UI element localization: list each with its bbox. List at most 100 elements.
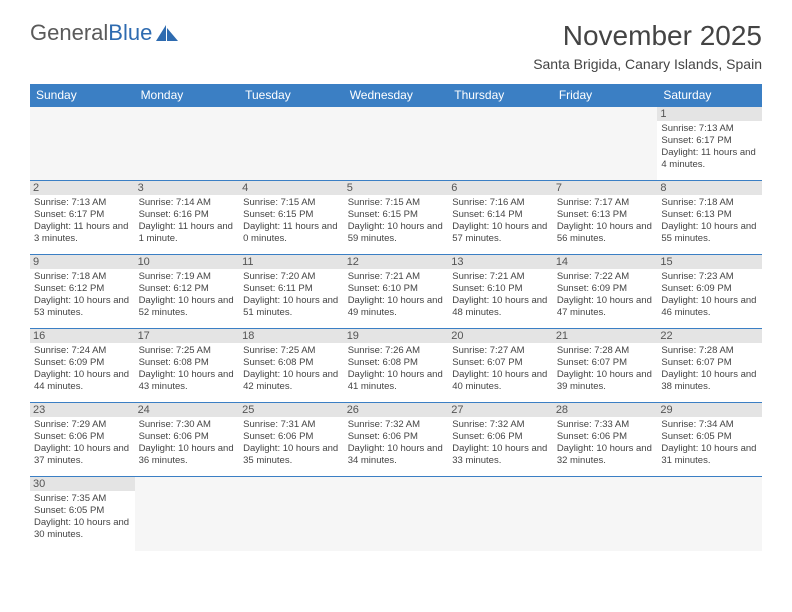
- calendar-row: 30 Sunrise: 7:35 AMSunset: 6:05 PMDayligh…: [30, 477, 762, 551]
- day-details: Sunrise: 7:29 AMSunset: 6:06 PMDaylight:…: [34, 419, 131, 467]
- day-details: Sunrise: 7:32 AMSunset: 6:06 PMDaylight:…: [452, 419, 549, 467]
- day-number: 13: [448, 255, 553, 269]
- calendar-row: 23 Sunrise: 7:29 AMSunset: 6:06 PMDayligh…: [30, 403, 762, 477]
- weekday-header: Thursday: [448, 84, 553, 107]
- day-number: 27: [448, 403, 553, 417]
- day-number: 22: [657, 329, 762, 343]
- calendar-cell: 7Sunrise: 7:17 AMSunset: 6:13 PMDaylight…: [553, 181, 658, 255]
- day-details: Sunrise: 7:22 AMSunset: 6:09 PMDaylight:…: [557, 271, 654, 319]
- day-number: 9: [30, 255, 135, 269]
- day-details: Sunrise: 7:18 AMSunset: 6:13 PMDaylight:…: [661, 197, 758, 245]
- day-number: 23: [30, 403, 135, 417]
- calendar-cell: 3 Sunrise: 7:14 AMSunset: 6:16 PMDaylight…: [135, 181, 240, 255]
- sail-icon: [154, 23, 180, 43]
- day-number: 5: [344, 181, 449, 195]
- calendar-cell: 14 Sunrise: 7:22 AMSunset: 6:09 PMDayligh…: [553, 255, 658, 329]
- calendar-row: 1 Sunrise: 7:13 AMSunset: 6:17 PMDaylight…: [30, 107, 762, 181]
- calendar-row: 2Sunrise: 7:13 AMSunset: 6:17 PMDaylight…: [30, 181, 762, 255]
- weekday-header: Saturday: [657, 84, 762, 107]
- calendar-cell: 2Sunrise: 7:13 AMSunset: 6:17 PMDaylight…: [30, 181, 135, 255]
- day-details: Sunrise: 7:21 AMSunset: 6:10 PMDaylight:…: [452, 271, 549, 319]
- calendar-row: 9Sunrise: 7:18 AMSunset: 6:12 PMDaylight…: [30, 255, 762, 329]
- logo-text-general: General: [30, 20, 108, 46]
- calendar-cell: 19Sunrise: 7:26 AMSunset: 6:08 PMDayligh…: [344, 329, 449, 403]
- day-details: Sunrise: 7:31 AMSunset: 6:06 PMDaylight:…: [243, 419, 340, 467]
- weekday-header: Tuesday: [239, 84, 344, 107]
- calendar-cell: 28 Sunrise: 7:33 AMSunset: 6:06 PMDayligh…: [553, 403, 658, 477]
- day-details: Sunrise: 7:27 AMSunset: 6:07 PMDaylight:…: [452, 345, 549, 393]
- calendar-cell: 12Sunrise: 7:21 AMSunset: 6:10 PMDayligh…: [344, 255, 449, 329]
- calendar-row: 16 Sunrise: 7:24 AMSunset: 6:09 PMDayligh…: [30, 329, 762, 403]
- calendar-cell: 8 Sunrise: 7:18 AMSunset: 6:13 PMDaylight…: [657, 181, 762, 255]
- logo: GeneralBlue: [30, 20, 180, 46]
- weekday-header: Monday: [135, 84, 240, 107]
- day-number: 14: [553, 255, 658, 269]
- calendar-cell: 20Sunrise: 7:27 AMSunset: 6:07 PMDayligh…: [448, 329, 553, 403]
- month-title: November 2025: [533, 20, 762, 52]
- header: GeneralBlue November 2025 Santa Brigida,…: [30, 20, 762, 72]
- day-details: Sunrise: 7:30 AMSunset: 6:06 PMDaylight:…: [139, 419, 236, 467]
- day-details: Sunrise: 7:33 AMSunset: 6:06 PMDaylight:…: [557, 419, 654, 467]
- day-details: Sunrise: 7:32 AMSunset: 6:06 PMDaylight:…: [348, 419, 445, 467]
- day-number: 8: [657, 181, 762, 195]
- calendar-cell: [448, 107, 553, 181]
- day-details: Sunrise: 7:15 AMSunset: 6:15 PMDaylight:…: [348, 197, 445, 245]
- day-details: Sunrise: 7:17 AMSunset: 6:13 PMDaylight:…: [557, 197, 654, 245]
- calendar-cell: [344, 107, 449, 181]
- day-details: Sunrise: 7:21 AMSunset: 6:10 PMDaylight:…: [348, 271, 445, 319]
- day-number: 26: [344, 403, 449, 417]
- day-number: 11: [239, 255, 344, 269]
- day-number: 28: [553, 403, 658, 417]
- day-details: Sunrise: 7:28 AMSunset: 6:07 PMDaylight:…: [557, 345, 654, 393]
- calendar-cell: [239, 107, 344, 181]
- calendar-cell: 25Sunrise: 7:31 AMSunset: 6:06 PMDayligh…: [239, 403, 344, 477]
- day-details: Sunrise: 7:25 AMSunset: 6:08 PMDaylight:…: [139, 345, 236, 393]
- day-number: 1: [657, 107, 762, 121]
- calendar-cell: 16 Sunrise: 7:24 AMSunset: 6:09 PMDayligh…: [30, 329, 135, 403]
- day-number: 29: [657, 403, 762, 417]
- day-number: 21: [553, 329, 658, 343]
- calendar-cell: 27 Sunrise: 7:32 AMSunset: 6:06 PMDayligh…: [448, 403, 553, 477]
- calendar-cell: 18Sunrise: 7:25 AMSunset: 6:08 PMDayligh…: [239, 329, 344, 403]
- day-details: Sunrise: 7:16 AMSunset: 6:14 PMDaylight:…: [452, 197, 549, 245]
- day-details: Sunrise: 7:28 AMSunset: 6:07 PMDaylight:…: [661, 345, 758, 393]
- title-block: November 2025 Santa Brigida, Canary Isla…: [533, 20, 762, 72]
- calendar-cell: [135, 107, 240, 181]
- day-details: Sunrise: 7:13 AMSunset: 6:17 PMDaylight:…: [661, 123, 758, 171]
- calendar-cell: [553, 107, 658, 181]
- calendar-cell: 1 Sunrise: 7:13 AMSunset: 6:17 PMDaylight…: [657, 107, 762, 181]
- day-number: 30: [30, 477, 135, 491]
- day-details: Sunrise: 7:35 AMSunset: 6:05 PMDaylight:…: [34, 493, 131, 541]
- day-number: 4: [239, 181, 344, 195]
- day-number: 19: [344, 329, 449, 343]
- calendar-body: 1 Sunrise: 7:13 AMSunset: 6:17 PMDaylight…: [30, 107, 762, 551]
- calendar-cell: 6 Sunrise: 7:16 AMSunset: 6:14 PMDaylight…: [448, 181, 553, 255]
- calendar-cell: [344, 477, 449, 551]
- calendar-cell: [239, 477, 344, 551]
- calendar-cell: 17Sunrise: 7:25 AMSunset: 6:08 PMDayligh…: [135, 329, 240, 403]
- day-number: 6: [448, 181, 553, 195]
- calendar-cell: 10 Sunrise: 7:19 AMSunset: 6:12 PMDayligh…: [135, 255, 240, 329]
- calendar-cell: [657, 477, 762, 551]
- logo-text-blue: Blue: [108, 20, 152, 46]
- calendar-cell: 23 Sunrise: 7:29 AMSunset: 6:06 PMDayligh…: [30, 403, 135, 477]
- day-number: 3: [135, 181, 240, 195]
- calendar-cell: 21 Sunrise: 7:28 AMSunset: 6:07 PMDayligh…: [553, 329, 658, 403]
- day-details: Sunrise: 7:24 AMSunset: 6:09 PMDaylight:…: [34, 345, 131, 393]
- calendar-cell: 13 Sunrise: 7:21 AMSunset: 6:10 PMDayligh…: [448, 255, 553, 329]
- day-details: Sunrise: 7:19 AMSunset: 6:12 PMDaylight:…: [139, 271, 236, 319]
- day-details: Sunrise: 7:20 AMSunset: 6:11 PMDaylight:…: [243, 271, 340, 319]
- calendar-cell: [135, 477, 240, 551]
- calendar-cell: [30, 107, 135, 181]
- day-number: 16: [30, 329, 135, 343]
- day-details: Sunrise: 7:14 AMSunset: 6:16 PMDaylight:…: [139, 197, 236, 245]
- day-number: 24: [135, 403, 240, 417]
- calendar-cell: 30 Sunrise: 7:35 AMSunset: 6:05 PMDayligh…: [30, 477, 135, 551]
- day-number: 18: [239, 329, 344, 343]
- weekday-header: Sunday: [30, 84, 135, 107]
- calendar-cell: [553, 477, 658, 551]
- day-number: 10: [135, 255, 240, 269]
- day-number: 15: [657, 255, 762, 269]
- calendar-cell: [448, 477, 553, 551]
- weekday-header-row: SundayMondayTuesdayWednesdayThursdayFrid…: [30, 84, 762, 107]
